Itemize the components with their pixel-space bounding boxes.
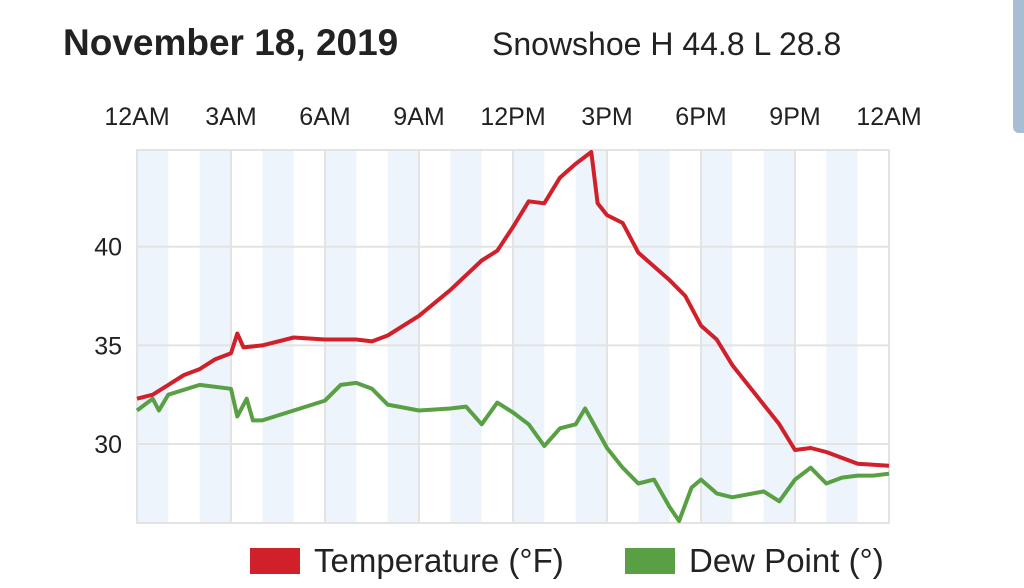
- x-tick-label: 3PM: [581, 103, 632, 131]
- hour-band: [262, 150, 294, 523]
- hour-band: [826, 150, 858, 523]
- x-tick-label: 12AM: [856, 103, 921, 131]
- x-tick-label: 12PM: [480, 103, 545, 131]
- hour-band: [199, 150, 231, 523]
- x-tick-label: 9PM: [769, 103, 820, 131]
- y-tick-label: 35: [94, 332, 122, 360]
- chart-subtitle: Snowshoe H 44.8 L 28.8: [492, 26, 842, 62]
- hour-band: [137, 150, 169, 523]
- hour-band: [575, 150, 607, 523]
- plot-border: [136, 149, 890, 524]
- hour-band: [325, 150, 357, 523]
- legend-label-dew-point: Dew Point (°): [689, 542, 884, 579]
- series-line-dew-point: [135, 380, 890, 523]
- legend-item-dew-point: Dew Point (°): [625, 542, 884, 580]
- x-tick-label: 12AM: [104, 103, 169, 131]
- hour-band: [387, 150, 419, 523]
- hour-band: [513, 150, 545, 523]
- y-tick-label: 30: [94, 431, 122, 459]
- legend-swatch-dew-point: [625, 548, 675, 574]
- hour-band: [450, 150, 482, 523]
- x-tick-label: 3AM: [205, 103, 256, 131]
- scrollbar[interactable]: [1013, 0, 1024, 133]
- series-line-temperature: [136, 150, 890, 468]
- x-tick-label: 6AM: [299, 103, 350, 131]
- x-tick-label: 6PM: [675, 103, 726, 131]
- legend-swatch-temperature: [250, 548, 300, 574]
- hour-band: [701, 150, 733, 523]
- legend-item-temperature: Temperature (°F): [250, 542, 564, 580]
- legend-label-temperature: Temperature (°F): [314, 542, 564, 579]
- hour-band: [763, 150, 795, 523]
- chart-title: November 18, 2019: [63, 22, 399, 63]
- x-tick-label: 9AM: [393, 103, 444, 131]
- hour-band: [638, 150, 670, 523]
- y-tick-label: 40: [94, 234, 122, 262]
